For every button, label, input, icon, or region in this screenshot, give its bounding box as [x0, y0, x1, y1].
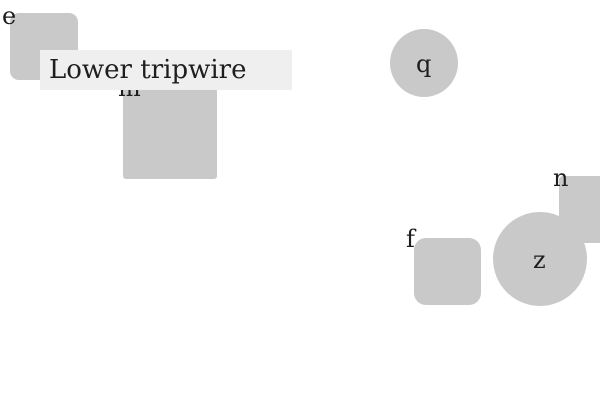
- shape-f[interactable]: [414, 238, 481, 305]
- shape-f-label: f: [406, 225, 415, 253]
- lower-tripwire-tooltip[interactable]: Lower tripwire: [40, 50, 292, 90]
- shape-e-label: e: [2, 2, 17, 30]
- shape-q-label: q: [416, 50, 432, 78]
- shape-z-label: z: [533, 246, 546, 274]
- shape-z[interactable]: [493, 212, 587, 306]
- shape-m[interactable]: [123, 86, 217, 179]
- shape-n-label: n: [553, 164, 569, 192]
- shape-q[interactable]: [390, 29, 458, 97]
